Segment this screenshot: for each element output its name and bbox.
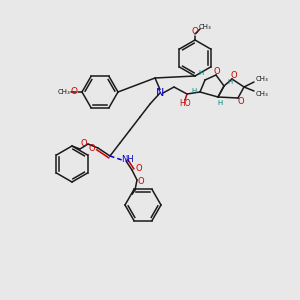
Text: O: O	[81, 139, 87, 148]
Text: O: O	[88, 144, 95, 153]
Text: N: N	[156, 88, 164, 98]
Text: CH₃: CH₃	[199, 24, 212, 30]
Text: H: H	[227, 79, 232, 85]
Text: O: O	[138, 178, 144, 187]
Text: HO: HO	[179, 98, 191, 107]
Text: O: O	[214, 67, 220, 76]
Text: H: H	[198, 70, 204, 76]
Text: NH: NH	[122, 155, 134, 164]
Text: O: O	[238, 98, 244, 106]
Text: H: H	[191, 88, 196, 94]
Text: O: O	[136, 164, 142, 173]
Text: O: O	[191, 28, 199, 37]
Text: CH₃: CH₃	[256, 76, 268, 82]
Text: O: O	[231, 70, 237, 80]
Text: CH₃: CH₃	[58, 89, 70, 95]
Text: CH₃: CH₃	[256, 91, 268, 97]
Text: H: H	[218, 100, 223, 106]
Text: O: O	[70, 88, 77, 97]
